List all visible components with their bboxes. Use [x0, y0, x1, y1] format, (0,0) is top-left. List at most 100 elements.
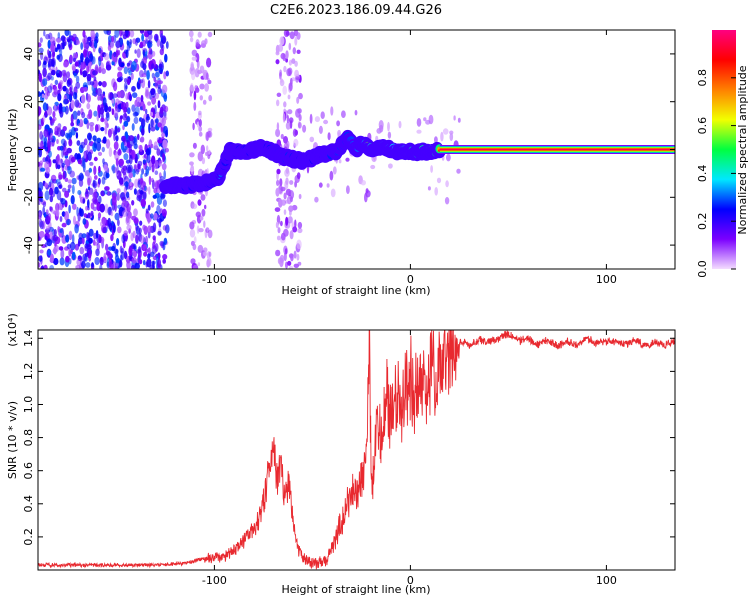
noise-blob [442, 128, 449, 135]
noise-blob [113, 51, 117, 58]
colorbar-label: Normalized spectral amplitude [736, 65, 749, 234]
noise-blob [58, 184, 63, 189]
colorbar: 0.0 0.2 0.4 0.6 0.8 Normalized spectral ampl… [696, 30, 749, 278]
noise-blob [288, 42, 292, 51]
noise-blob [198, 131, 203, 137]
noise-blob [292, 47, 296, 55]
noise-blob [318, 182, 323, 188]
noise-blob [326, 183, 330, 188]
noise-blob [103, 252, 107, 261]
noise-blob [289, 230, 294, 240]
noise-blob [144, 248, 149, 253]
snr-panel: -100 0 100 0.2 0.4 0.6 0.8 1.0 1.2 1.4 Height of … [6, 313, 676, 596]
noise-blob [131, 200, 135, 206]
noise-blob [160, 33, 163, 42]
noise-blob [152, 222, 157, 233]
noise-blob [74, 99, 80, 108]
noise-blob [154, 243, 159, 252]
noise-blob [207, 77, 210, 83]
noise-blob [131, 123, 135, 131]
noise-blob [145, 36, 148, 44]
noise-blob [208, 251, 212, 257]
noise-blob [128, 135, 134, 142]
noise-blob [128, 154, 133, 165]
noise-blob [123, 230, 128, 237]
noise-blob [42, 102, 48, 112]
noise-blob [193, 90, 197, 101]
noise-blob [318, 125, 323, 134]
noise-blob [142, 49, 146, 56]
noise-blob [115, 158, 119, 167]
noise-blob [38, 212, 41, 218]
noise-blob [154, 79, 159, 89]
noise-blob [161, 132, 166, 138]
noise-blob [102, 226, 107, 234]
noise-blob [59, 216, 63, 222]
noise-blob [346, 185, 350, 195]
noise-blob [38, 262, 41, 268]
noise-blob [434, 187, 439, 196]
noise-blob [135, 37, 138, 46]
noise-blob [64, 177, 69, 182]
noise-blob [296, 96, 300, 104]
noise-blob [43, 30, 46, 37]
noise-blob [42, 78, 48, 87]
noise-blob [86, 102, 91, 110]
noise-blob [430, 165, 433, 173]
noise-blob [68, 230, 73, 240]
noise-blob [145, 208, 149, 214]
noise-blob [102, 158, 105, 165]
noise-blob [132, 250, 137, 258]
noise-blob [287, 216, 293, 224]
noise-blob [143, 225, 148, 235]
noise-blob [71, 234, 75, 244]
noise-blob [280, 220, 283, 227]
noise-blob [48, 187, 54, 196]
noise-blob [116, 238, 120, 246]
noise-blob [119, 30, 123, 37]
noise-blob [148, 123, 151, 134]
noise-blob [42, 206, 46, 216]
noise-blob [80, 141, 86, 149]
noise-blob [71, 37, 76, 42]
noise-blob [79, 208, 84, 217]
noise-blob [143, 260, 146, 266]
noise-blob [427, 186, 431, 191]
noise-blob [92, 180, 98, 189]
noise-blob [133, 116, 139, 124]
noise-blob [280, 78, 283, 83]
noise-blob [44, 147, 48, 152]
noise-blob [38, 72, 42, 83]
noise-blob [188, 30, 194, 38]
noise-blob [150, 126, 156, 132]
noise-blob [139, 41, 143, 48]
noise-blob [74, 61, 79, 67]
noise-blob [111, 245, 116, 252]
noise-blob [108, 147, 113, 158]
noise-blob [123, 146, 128, 151]
noise-blob [141, 73, 147, 78]
noise-blob [445, 180, 449, 188]
noise-blob [84, 243, 89, 249]
noise-blob [49, 116, 52, 121]
noise-blob [135, 168, 140, 175]
noise-blob [152, 260, 155, 269]
noise-blob [283, 192, 287, 200]
noise-blob [113, 141, 119, 151]
noise-blob [323, 119, 329, 125]
noise-blob [298, 122, 302, 129]
noise-blob [278, 198, 283, 208]
noise-blob [279, 254, 285, 264]
noise-blob [157, 258, 162, 268]
noise-blob [191, 49, 198, 56]
noise-blob [159, 106, 164, 115]
noise-blob [302, 124, 307, 133]
noise-blob [287, 67, 293, 75]
noise-blob [87, 199, 90, 208]
noise-blob [100, 117, 105, 123]
noise-blob [112, 93, 118, 98]
noise-blob [283, 252, 287, 262]
noise-blob [133, 188, 137, 195]
noise-blob [63, 71, 66, 78]
noise-blob [124, 30, 129, 38]
